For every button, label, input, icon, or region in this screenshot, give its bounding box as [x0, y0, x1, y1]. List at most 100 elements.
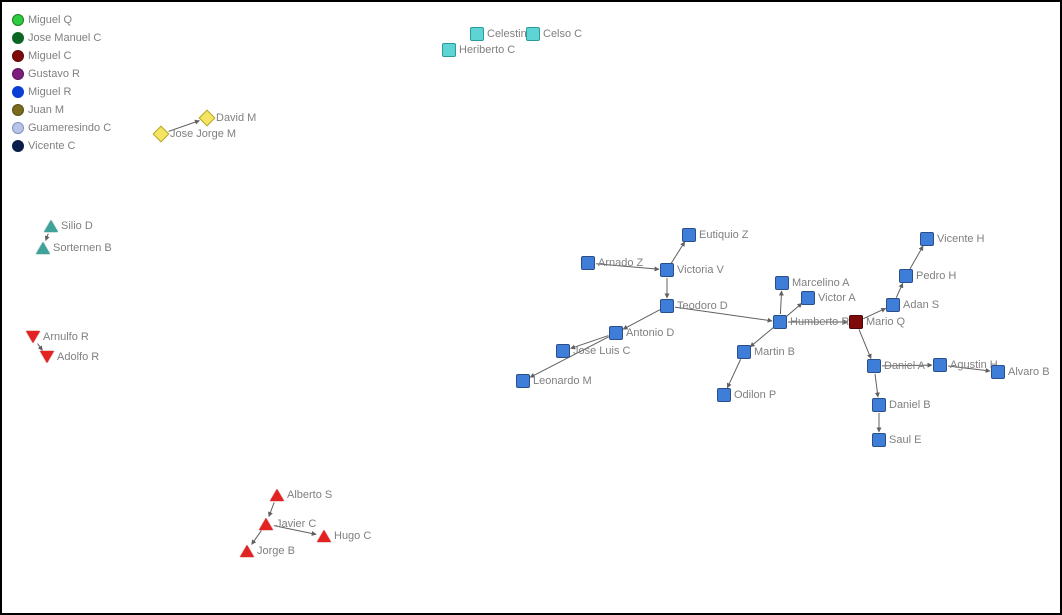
node-humbertor[interactable]: Humberto R [773, 315, 787, 329]
node-label: Marcelino A [789, 277, 849, 289]
node-label: Jose Luis C [570, 345, 630, 357]
square-icon [991, 365, 1005, 379]
node-martinb[interactable]: Martin B [737, 345, 751, 359]
square-icon [849, 315, 863, 329]
node-label: Alberto S [284, 489, 332, 501]
node-davidm[interactable]: David M [201, 112, 213, 124]
edge [252, 531, 262, 545]
node-antoniod[interactable]: Antonio D [609, 326, 623, 340]
node-hugoc[interactable]: Hugo C [317, 530, 331, 542]
node-heriberto[interactable]: Heriberto C [442, 43, 456, 57]
node-silod[interactable]: Silio D [44, 220, 58, 232]
node-arnadoz[interactable]: Arnado Z [581, 256, 595, 270]
edge [38, 344, 43, 351]
square-icon [682, 228, 696, 242]
node-label: Silio D [58, 220, 93, 232]
node-label: Adolfo R [54, 351, 99, 363]
node-label: Sorternen B [50, 242, 112, 254]
node-label: Teodoro D [674, 300, 728, 312]
square-icon [872, 433, 886, 447]
square-icon [872, 398, 886, 412]
node-label: Jose Jorge M [167, 128, 236, 140]
node-jorgeb[interactable]: Jorge B [240, 545, 254, 557]
node-label: Antonio D [623, 327, 674, 339]
edge [786, 303, 802, 317]
square-icon [660, 299, 674, 313]
node-label: Martin B [751, 346, 795, 358]
edge [875, 374, 878, 397]
node-marcelinoa[interactable]: Marcelino A [775, 276, 789, 290]
node-label: Alvaro B [1005, 366, 1050, 378]
square-icon [470, 27, 484, 41]
node-vicenteh[interactable]: Vicente H [920, 232, 934, 246]
square-icon [526, 27, 540, 41]
square-icon [920, 232, 934, 246]
node-label: Celso C [540, 28, 582, 40]
node-eutiquioz[interactable]: Eutiquio Z [682, 228, 696, 242]
node-label: Victor A [815, 292, 856, 304]
node-albertos[interactable]: Alberto S [270, 489, 284, 501]
square-icon [737, 345, 751, 359]
node-marioq[interactable]: Mario Q [849, 315, 863, 329]
node-label: David M [213, 112, 256, 124]
node-celsoc[interactable]: Celso C [526, 27, 540, 41]
network-canvas: Miguel QJose Manuel CMiguel CGustavo RMi… [0, 0, 1062, 615]
square-icon [556, 344, 570, 358]
square-icon [867, 359, 881, 373]
node-label: Odilon P [731, 389, 776, 401]
square-icon [442, 43, 456, 57]
node-arnulfor[interactable]: Arnulfo R [26, 331, 40, 343]
node-adans[interactable]: Adan S [886, 298, 900, 312]
triangle-up-icon [44, 220, 58, 232]
node-agustinh[interactable]: Agustin H [933, 358, 947, 372]
edge [780, 291, 781, 314]
node-celestino[interactable]: Celestino [470, 27, 484, 41]
node-joseluisc[interactable]: Jose Luis C [556, 344, 570, 358]
triangle-up-icon [259, 518, 273, 530]
node-label: Daniel B [886, 399, 931, 411]
node-daniela[interactable]: Daniel A [867, 359, 881, 373]
triangle-up-icon [36, 242, 50, 254]
node-teodorod[interactable]: Teodoro D [660, 299, 674, 313]
square-icon [886, 298, 900, 312]
node-pedroh[interactable]: Pedro H [899, 269, 913, 283]
edge [671, 242, 684, 263]
square-icon [775, 276, 789, 290]
square-icon [773, 315, 787, 329]
triangle-down-icon [26, 331, 40, 343]
square-icon [899, 269, 913, 283]
triangle-up-icon [240, 545, 254, 557]
node-label: Hugo C [331, 530, 371, 542]
node-leonardom[interactable]: Leonardo M [516, 374, 530, 388]
square-icon [516, 374, 530, 388]
node-saule[interactable]: Saul E [872, 433, 886, 447]
node-alvarob[interactable]: Alvaro B [991, 365, 1005, 379]
triangle-down-icon [40, 351, 54, 363]
node-danielb[interactable]: Daniel B [872, 398, 886, 412]
node-victora[interactable]: Victor A [801, 291, 815, 305]
node-sorternen[interactable]: Sorternen B [36, 242, 50, 254]
node-label: Adan S [900, 299, 939, 311]
edge [269, 502, 274, 516]
square-icon [609, 326, 623, 340]
node-label: Vicente H [934, 233, 985, 245]
edge [896, 283, 902, 297]
square-icon [717, 388, 731, 402]
node-label: Mario Q [863, 316, 905, 328]
node-label: Heriberto C [456, 44, 515, 56]
square-icon [801, 291, 815, 305]
square-icon [581, 256, 595, 270]
node-label: Jorge B [254, 545, 295, 557]
node-adolfor[interactable]: Adolfo R [40, 351, 54, 363]
node-javierc[interactable]: Javier C [259, 518, 273, 530]
node-odilonp[interactable]: Odilon P [717, 388, 731, 402]
edge [750, 327, 774, 347]
node-josejorgem[interactable]: Jose Jorge M [155, 128, 167, 140]
node-victoriav[interactable]: Victoria V [660, 263, 674, 277]
node-label: Daniel A [881, 360, 925, 372]
triangle-up-icon [270, 489, 284, 501]
node-label: Arnulfo R [40, 331, 89, 343]
node-label: Humberto R [787, 316, 849, 328]
square-icon [933, 358, 947, 372]
node-label: Eutiquio Z [696, 229, 749, 241]
